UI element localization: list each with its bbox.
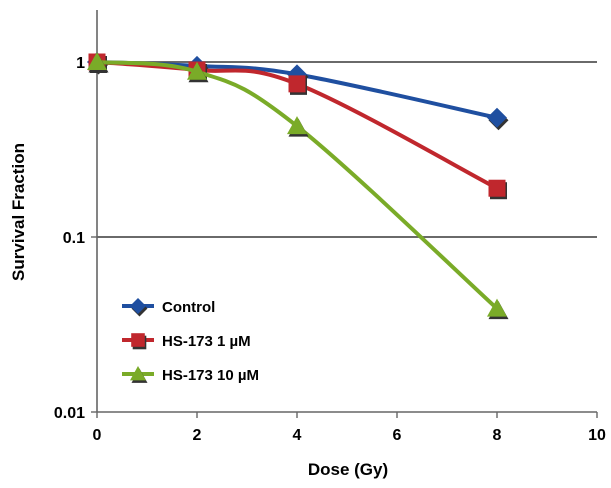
x-tick-label: 8 (493, 427, 502, 444)
y-tick-label: 0.01 (54, 405, 85, 422)
legend-marker-0-shape (130, 298, 146, 314)
data-point-s2-2 (287, 116, 309, 137)
legend-marker-2-shape (130, 366, 146, 381)
legend-label-2: HS-173 10 µM (162, 367, 259, 384)
data-point-s2-1 (187, 61, 209, 83)
x-tick-label: 10 (588, 427, 606, 444)
series-line-1 (95, 60, 499, 191)
data-point-s2-0-shape (87, 52, 107, 70)
tick-labels: 0 2 4 6 8 10 0.01 0.1 1 (54, 55, 606, 444)
x-tick-label: 0 (93, 427, 102, 444)
x-tick-label: 2 (193, 427, 202, 444)
series-layer (87, 52, 509, 320)
x-tick-label: 4 (293, 427, 302, 444)
legend-marker-1 (131, 333, 147, 350)
legend-label-0: Control (162, 299, 215, 316)
data-point-s1-3-shape (488, 179, 506, 197)
x-axis-title: Dose (Gy) (308, 460, 388, 479)
data-point-s2-3 (487, 298, 509, 320)
legend-marker-1-shape (131, 333, 145, 347)
data-point-s1-3 (488, 179, 507, 200)
series-line-2 (95, 60, 499, 311)
data-point-s1-2-shape (288, 75, 306, 93)
data-point-s2-0 (87, 52, 109, 73)
y-axis-title: Survival Fraction (9, 143, 28, 281)
x-tick-label: 6 (393, 427, 402, 444)
data-point-s0-3-shape (487, 107, 507, 128)
y-tick-label: 1 (76, 55, 85, 72)
y-tick-label: 0.1 (63, 230, 85, 247)
legend: Control HS-173 1 µM HS-173 10 µM (122, 298, 259, 384)
data-point-s2-3-shape (487, 298, 507, 317)
legend-marker-2 (130, 366, 148, 383)
data-point-s2-1-shape (187, 61, 207, 80)
data-point-s2-2-shape (287, 116, 307, 135)
data-point-s1-2 (288, 75, 307, 95)
legend-marker-0 (130, 298, 148, 317)
data-point-s0-3 (487, 107, 509, 131)
gridlines (97, 61, 597, 238)
axes (91, 10, 598, 418)
legend-label-1: HS-173 1 µM (162, 333, 251, 350)
